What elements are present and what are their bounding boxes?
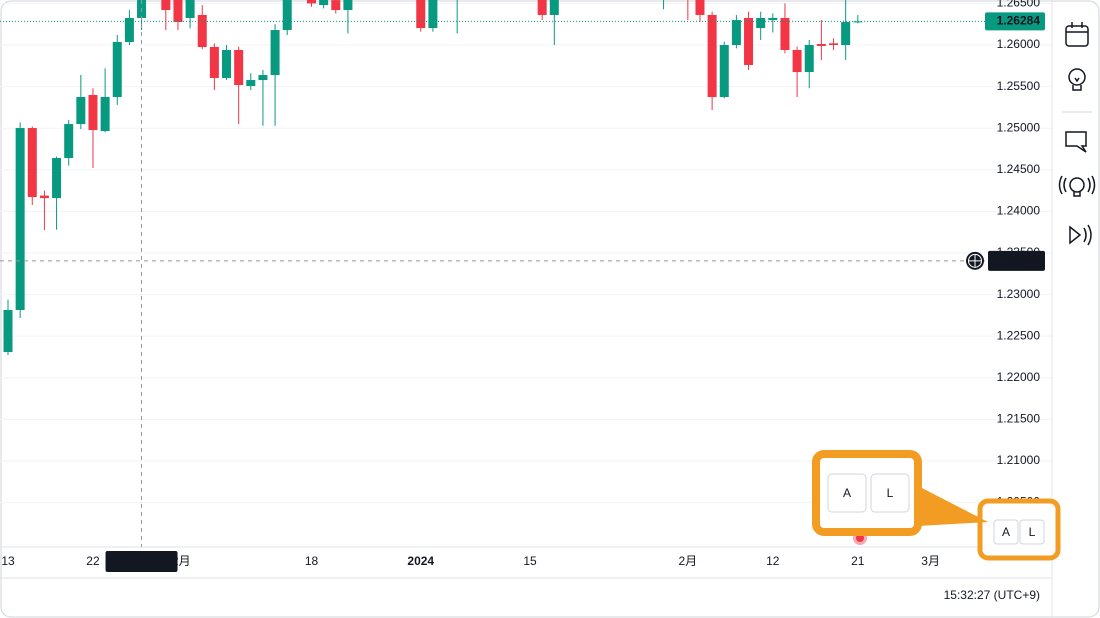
button-label: L [1029, 525, 1036, 539]
candle-body [768, 17, 778, 21]
candle-body [124, 17, 134, 43]
candle-body [428, 0, 438, 29]
log-scale-button[interactable] [1019, 519, 1045, 545]
callout-pointer [918, 486, 988, 526]
x-tick-label: 2月 [678, 554, 697, 568]
candle-body [731, 20, 741, 46]
candle-body [282, 0, 292, 31]
y-tick-label: 1.26500 [997, 0, 1041, 10]
candle-body [270, 30, 280, 76]
candle-body [719, 45, 729, 98]
x-tick-label: 22 [86, 554, 100, 568]
candle-body [39, 195, 49, 199]
candle-body [173, 0, 183, 23]
candle-body [416, 0, 426, 29]
candle-body [331, 0, 341, 10]
candle-body [744, 17, 754, 65]
candle-body [64, 124, 74, 158]
candles [3, 0, 863, 355]
scale-buttons: A L [993, 519, 1045, 545]
zoomed-auto-button [827, 473, 867, 513]
callout-buttons: A L [827, 473, 910, 513]
candle-body [307, 0, 316, 4]
crosshair-price-label: 1.23406 [997, 253, 1041, 267]
highlight-box [977, 498, 1061, 561]
candle-body [100, 97, 110, 132]
crosshair-price-box [988, 250, 1045, 271]
candle-body [537, 0, 547, 15]
x-tick-label: 21 [851, 554, 865, 568]
ideas-icon[interactable] [1068, 68, 1086, 91]
zoomed-button-label: L [887, 486, 894, 500]
grid [0, 2, 1052, 504]
auto-scale-button[interactable] [993, 519, 1019, 545]
y-tick-label: 1.25500 [997, 79, 1041, 93]
candle-body [197, 14, 207, 48]
crosshair-date-box [105, 551, 178, 572]
candle-body [780, 17, 790, 50]
candle-body [549, 0, 559, 15]
candle-body [246, 80, 256, 87]
x-tick-label: 15 [523, 554, 537, 568]
candle-body [209, 47, 219, 79]
candle-body [853, 21, 863, 23]
candle-body [707, 14, 717, 98]
candle-body [161, 0, 171, 10]
chat-icon[interactable] [1065, 131, 1087, 153]
candle-body [695, 0, 705, 15]
zoomed-button-label: A [843, 486, 851, 500]
candle-body [88, 95, 98, 131]
candle-body [829, 43, 839, 46]
x-tick-label: 12 [766, 554, 780, 568]
y-tick-label: 1.22000 [997, 370, 1041, 384]
zoomed-log-button [870, 473, 910, 513]
candle-body [234, 49, 244, 86]
candle-body [258, 75, 268, 81]
candle-body [816, 44, 826, 47]
candle-body [76, 97, 86, 125]
streams-icon[interactable] [1058, 175, 1096, 197]
x-tick-label: 13 [1, 554, 15, 568]
candle-body [319, 0, 329, 6]
clock: 15:32:27 (UTC+9) [944, 588, 1040, 602]
candle-body [185, 0, 195, 18]
candle-body [804, 45, 814, 73]
candle-body [112, 42, 122, 98]
calendar-icon[interactable] [1065, 22, 1089, 47]
candle-body [343, 0, 353, 10]
candle-body [15, 128, 25, 310]
x-tick-label: 2024 [407, 554, 434, 568]
candle-body [792, 49, 802, 73]
y-tick-label: 1.26000 [997, 37, 1041, 51]
candle-body [841, 22, 851, 46]
y-tick-label: 1.25000 [997, 120, 1041, 134]
y-tick-label: 1.24000 [997, 204, 1041, 218]
candle-body [52, 157, 62, 199]
y-tick-label: 1.21500 [997, 412, 1041, 426]
last-price-label: 1.26284 [997, 14, 1041, 28]
candle-body [27, 128, 37, 198]
x-tick-label: 3月 [921, 554, 940, 568]
plus-ring [968, 253, 982, 268]
last-price-box [985, 12, 1045, 31]
button-label: A [1002, 525, 1010, 539]
candle-body [222, 49, 232, 79]
y-tick-label: 1.21000 [997, 453, 1041, 467]
replay-icon[interactable] [1069, 224, 1092, 246]
toolbar [1058, 22, 1096, 246]
y-tick-label: 1.23000 [997, 287, 1041, 301]
x-tick-label: 18 [305, 554, 319, 568]
y-tick-label: 1.24500 [997, 162, 1041, 176]
plus-icon [969, 254, 981, 267]
candle-body [756, 17, 766, 29]
crosshair-date-label: 2023-11-28 [111, 554, 172, 568]
candle-body [3, 309, 13, 352]
y-tick-label: 1.22500 [997, 328, 1041, 342]
